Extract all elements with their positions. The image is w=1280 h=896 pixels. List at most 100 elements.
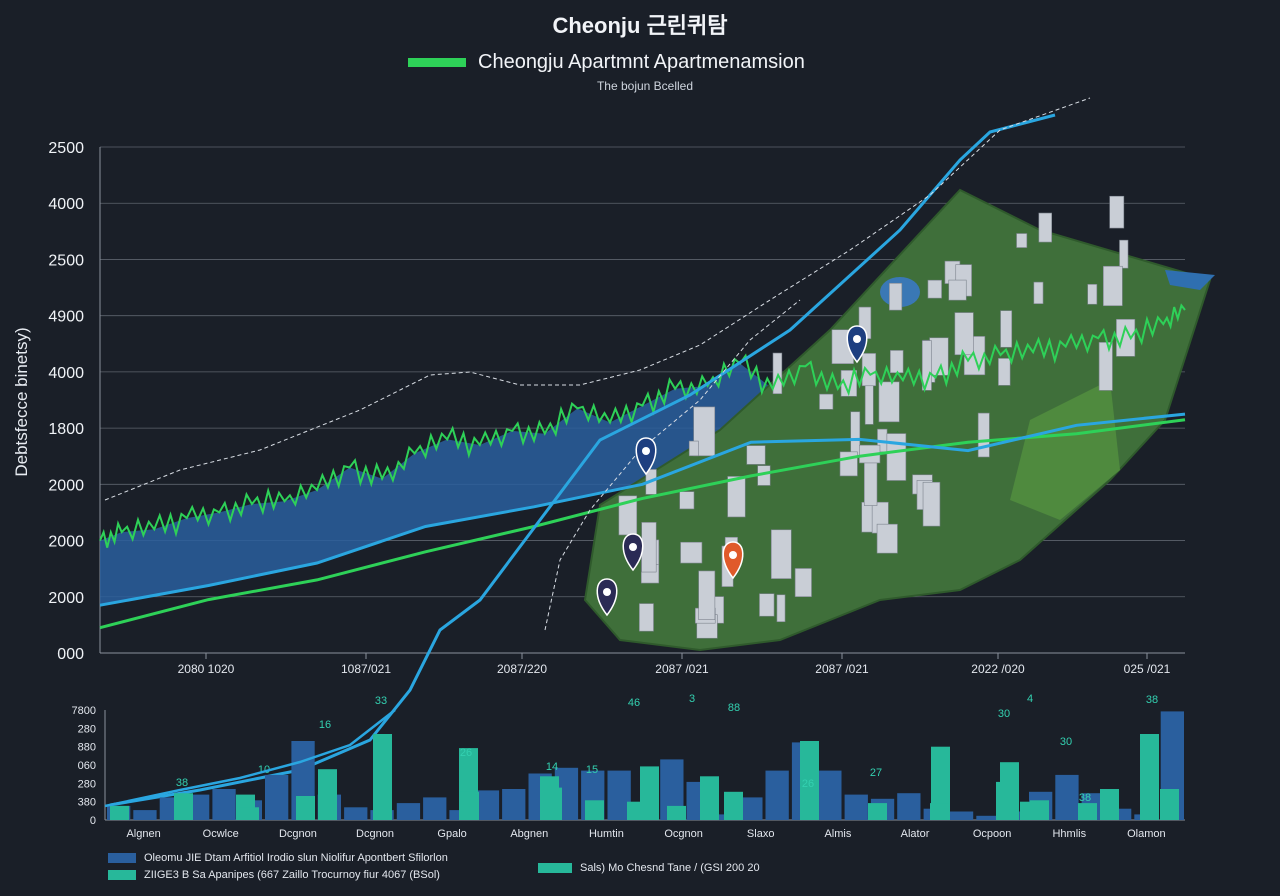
map-pin-icon [622, 533, 644, 572]
bar-navy [949, 811, 974, 820]
bar-value-label: 46 [628, 697, 640, 709]
bar-y-tick-label: 880 [78, 742, 96, 754]
y-tick-label: 000 [57, 646, 84, 663]
map-pins [596, 325, 868, 617]
bar-category-label: Slaxo [747, 828, 775, 840]
bar-overlay-curve [104, 709, 396, 808]
map-building [1016, 233, 1028, 248]
bar-teal [640, 766, 659, 820]
bar-teal [1160, 789, 1179, 820]
map-pin-icon [846, 325, 868, 364]
pin-body [596, 578, 618, 617]
y-axis-label: Debtsfecce binetsy) [12, 327, 31, 476]
subtitle-row: Cheongju Apartmnt Apartmenamsion [408, 48, 805, 76]
legend-swatch-1 [108, 853, 136, 863]
bar-navy [739, 797, 763, 820]
bar-teal [724, 791, 743, 820]
bar-teal [540, 776, 559, 820]
noisy-green-series [99, 303, 1186, 548]
map-building [746, 445, 766, 465]
bar-teal [318, 769, 337, 820]
map-building [839, 451, 858, 477]
map-building [878, 381, 900, 423]
bar-teal [240, 807, 259, 820]
bar-navy [765, 770, 789, 820]
blue-descending-series [109, 113, 1056, 807]
map-building [794, 568, 812, 597]
bar-category-label: Hhmlis [1052, 828, 1086, 840]
bar-y-tick-label: 280 [78, 723, 96, 735]
map-building [641, 522, 657, 573]
y-tick-label: 4000 [48, 196, 84, 213]
dashed-trend-low [544, 299, 801, 631]
map-park [1010, 380, 1120, 520]
y-tick-label: 2500 [48, 140, 84, 157]
pin-body [846, 325, 868, 364]
bar-navy [607, 770, 631, 820]
bar-value-label: 38 [176, 777, 188, 789]
bar-category-label: Ocwlce [203, 828, 239, 840]
map-building [680, 541, 703, 564]
y-tick-label: 1800 [48, 421, 84, 438]
bar-navy [423, 797, 447, 820]
x-tick-label: 2080 1020 [178, 662, 235, 676]
bar-y-ticks: 7800 280 880 060 280 380 0 [72, 705, 96, 827]
y-tick-label: 4900 [48, 309, 84, 326]
area-fill [100, 363, 773, 606]
green-trend-series [99, 418, 1186, 630]
bar-teal [174, 793, 193, 820]
map-building [922, 481, 941, 527]
bar-value-label: 16 [319, 719, 331, 731]
map-building [1103, 265, 1123, 307]
bar-value-label: 26 [460, 747, 472, 759]
bar-teal [1030, 800, 1049, 820]
bar-value-label: 30 [998, 708, 1010, 720]
map-building [770, 529, 792, 579]
bar-navy [396, 803, 421, 820]
pin-dot [729, 551, 737, 559]
map-building [693, 406, 716, 457]
pin-body [622, 533, 644, 572]
bar-value-label: 26 [802, 778, 814, 790]
map-building [921, 340, 932, 391]
bar-teal [1140, 734, 1159, 820]
main-x-ticks: 2080 1020 1087/021 2087/220 2087 /021 2087 /… [178, 653, 1171, 676]
bar-value-label: 27 [870, 767, 882, 779]
x-tick-label: 2087 /021 [655, 662, 709, 676]
legend-item-2: ZIIGE3 B Sa Apanipes (667 Zaillo Trocurn… [108, 869, 440, 881]
map-building [1119, 239, 1129, 269]
map-building [850, 411, 861, 458]
main-y-ticks: 2500 4000 2500 4900 4000 1800 2000 2000 2000 000 [48, 140, 84, 663]
legend-swatch-3 [538, 863, 572, 873]
pin-body [722, 541, 744, 580]
bar-value-label: 30 [1060, 736, 1072, 748]
bar-teal [373, 734, 392, 820]
city-map-illustration [583, 188, 1215, 652]
x-tick-label: 2087/220 [497, 662, 547, 676]
bar-category-label: Almis [824, 828, 851, 840]
map-building [1038, 212, 1052, 243]
map-building [639, 603, 654, 632]
legend-label-3: Sals) Mo Chesnd Tane / (GSI 200 20 [580, 862, 760, 874]
legend-swatch-2 [108, 870, 136, 880]
bar-navy [1108, 808, 1132, 820]
pin-dot [642, 447, 650, 455]
map-building [948, 279, 967, 301]
map-building [1087, 284, 1098, 305]
bar-teal [700, 776, 719, 820]
x-tick-label: 025 /021 [1124, 662, 1171, 676]
map-building [776, 594, 786, 623]
green-legend-swatch [408, 57, 466, 67]
map-building [1033, 281, 1044, 304]
bar-navy [660, 759, 684, 820]
bar-category-label: Ocgnon [664, 828, 703, 840]
legend-label-1: Oleomu JIE Dtam Arfitiol Irodio slun Nio… [144, 852, 448, 864]
map-building [863, 457, 878, 506]
bar-navy [502, 789, 526, 820]
bar-value-label: 33 [375, 695, 387, 707]
map-building [759, 593, 775, 617]
map-building [679, 491, 695, 510]
bar-y-tick-label: 380 [78, 797, 96, 809]
y-tick-label: 2000 [48, 590, 84, 607]
bar-teal [110, 805, 129, 820]
